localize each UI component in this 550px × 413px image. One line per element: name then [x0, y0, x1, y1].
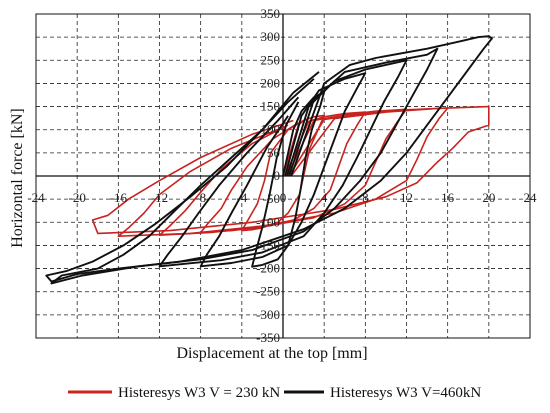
x-tick-label: 0 [280, 190, 287, 205]
x-tick-label: 12 [400, 190, 413, 205]
chart-legend: Histeresys W3 V = 230 kN Histeresys W3 V… [68, 385, 481, 401]
x-tick-label: -12 [151, 190, 168, 205]
y-tick-label: 350 [261, 6, 281, 21]
x-tick-label: -16 [110, 190, 128, 205]
series-0 [91, 105, 490, 237]
y-tick-label: -200 [256, 261, 280, 276]
y-tick-label: 150 [261, 99, 281, 114]
y-tick-label: -250 [256, 284, 280, 299]
y-tick-label: 0 [274, 168, 281, 183]
x-tick-label: -8 [195, 190, 206, 205]
x-tick-label: 8 [362, 190, 369, 205]
y-tick-label: -350 [256, 330, 280, 345]
y-tick-label: 250 [261, 52, 281, 67]
legend-label-460kn: Histeresys W3 V=460kN [330, 385, 481, 401]
x-tick-label: -4 [236, 190, 247, 205]
y-tick-label: -50 [263, 191, 280, 206]
x-tick-label: -24 [27, 190, 45, 205]
y-tick-label: 50 [267, 145, 280, 160]
tick-labels: -24 -20 -16 -12 -8 -4 0 4 8 12 16 20 24 350 300 250 200 1… [27, 6, 537, 345]
y-tick-label: -300 [256, 307, 280, 322]
y-tick-label: 300 [261, 29, 281, 44]
y-axis-label: Horizontal force [kN] [9, 108, 26, 248]
series-loop [45, 35, 493, 283]
y-tick-label: 100 [261, 122, 281, 137]
x-tick-label: 16 [441, 190, 455, 205]
x-tick-label: 20 [482, 190, 495, 205]
legend-label-230kn: Histeresys W3 V = 230 kN [118, 385, 280, 401]
x-tick-label: 4 [321, 190, 328, 205]
series-1 [45, 35, 493, 285]
chart-series [45, 35, 493, 285]
x-axis-label: Displacement at the top [mm] [176, 345, 367, 362]
x-tick-label: -20 [68, 190, 85, 205]
series-loop [199, 72, 367, 268]
y-tick-label: -100 [256, 214, 280, 229]
y-tick-label: 200 [261, 75, 281, 90]
series-loop [50, 47, 439, 285]
series-loop [91, 105, 490, 235]
y-tick-label: -150 [256, 237, 280, 252]
x-tick-label: 24 [524, 190, 538, 205]
